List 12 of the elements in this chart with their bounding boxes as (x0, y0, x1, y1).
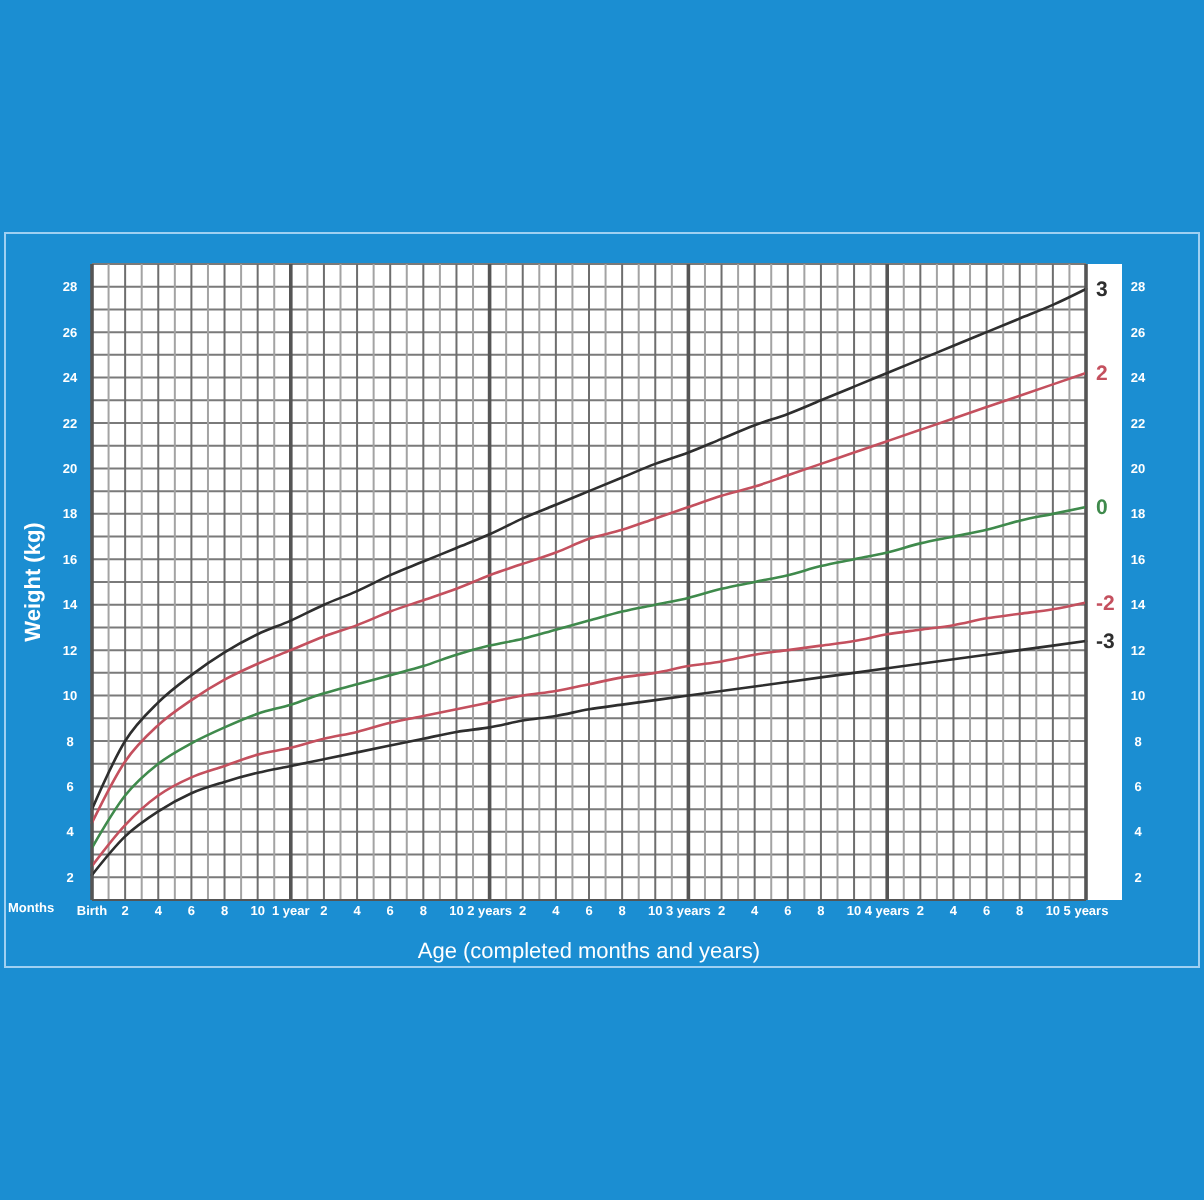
series-label: -3 (1096, 630, 1115, 655)
series-label: -2 (1096, 591, 1115, 616)
line-series (90, 505, 1088, 850)
series-label: 3 (1096, 278, 1108, 303)
y-axis-title: Weight (kg) (20, 520, 48, 646)
series-label: 0 (1096, 496, 1108, 521)
series-label: 2 (1096, 362, 1108, 387)
x-axis-title: Age (completed months and years) (415, 938, 763, 966)
line-series (90, 287, 1088, 811)
line-series (90, 639, 1088, 877)
line-series (90, 601, 1088, 868)
line-series (90, 371, 1088, 825)
